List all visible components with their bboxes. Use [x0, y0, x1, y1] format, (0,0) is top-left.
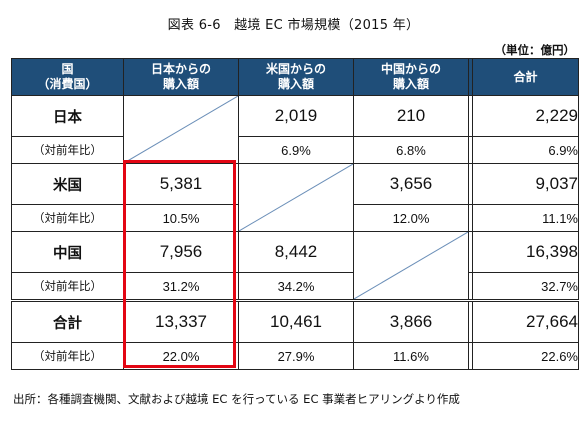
grand-total-pct: 22.6%	[472, 342, 579, 370]
usa-from-china-pct: 12.0%	[353, 204, 469, 232]
table-header-row: 国（消費国） 日本からの 購入額 米国からの 購入額 中国からの 購入額 合計	[11, 58, 579, 96]
china-from-us-value: 8,442	[238, 231, 354, 273]
china-from-japan-pct: 31.2%	[123, 272, 239, 301]
table-row-total-yoy: （対前年比） 22.0% 27.9% 11.6% 22.6%	[11, 342, 579, 370]
source-note: 出所：各種調査機関、文献および越境 EC を行っている EC 事業者ヒアリングよ…	[13, 392, 460, 406]
table-row-usa: 米国 5,381 3,656 9,037	[11, 163, 579, 232]
total-from-japan-value: 13,337	[123, 299, 239, 343]
total-from-us-value: 10,461	[238, 299, 354, 343]
total-from-us-pct: 27.9%	[238, 342, 354, 370]
table-row-china: 中国 7,956 8,442 16,398	[11, 231, 579, 301]
figure-title: 図表 6-6 越境 EC 市場規模（2015 年）	[167, 18, 420, 33]
china-from-us-pct: 34.2%	[238, 272, 354, 301]
header-from-china: 中国からの 購入額	[353, 58, 469, 96]
china-total-pct: 32.7%	[472, 272, 579, 301]
table-row-china-yoy: （対前年比） 31.2% 34.2% 32.7%	[11, 272, 579, 301]
china-total-value: 16,398	[472, 231, 579, 273]
grand-total-value: 27,664	[472, 299, 579, 343]
row-sublabel-yoy: （対前年比）	[11, 272, 124, 301]
header-from-japan: 日本からの 購入額	[123, 58, 239, 96]
japan-total-pct: 6.9%	[472, 136, 579, 164]
row-label-china: 中国	[11, 231, 124, 273]
japan-from-us-value: 2,019	[238, 95, 354, 137]
header-country: 国（消費国）	[11, 58, 124, 96]
unit-label: （単位：億円）	[494, 43, 576, 57]
table-row-japan-yoy: （対前年比） 6.9% 6.8% 6.9%	[11, 136, 579, 164]
row-label-total: 合計	[11, 299, 124, 343]
row-label-usa: 米国	[11, 163, 124, 205]
row-label-japan: 日本	[11, 95, 124, 137]
usa-from-japan-pct: 10.5%	[123, 204, 239, 232]
row-sublabel-yoy: （対前年比）	[11, 342, 124, 370]
total-from-china-value: 3,866	[353, 299, 469, 343]
table-row-total: 合計 13,337 10,461 3,866 27,664	[11, 299, 579, 343]
empty-diagonal-cell	[238, 163, 354, 232]
table-row-japan: 日本 2,019 210 2,229	[11, 95, 579, 164]
empty-diagonal-cell	[353, 231, 469, 301]
japan-total-value: 2,229	[472, 95, 579, 137]
ec-market-table: 国（消費国） 日本からの 購入額 米国からの 購入額 中国からの 購入額 合計 日本 …	[11, 58, 579, 370]
china-from-japan-value: 7,956	[123, 231, 239, 273]
empty-diagonal-cell	[123, 95, 239, 164]
header-total: 合計	[472, 58, 579, 96]
usa-from-china-value: 3,656	[353, 163, 469, 205]
usa-total-pct: 11.1%	[472, 204, 579, 232]
japan-from-us-pct: 6.9%	[238, 136, 354, 164]
header-from-us: 米国からの 購入額	[238, 58, 354, 96]
row-sublabel-yoy: （対前年比）	[11, 136, 124, 164]
row-sublabel-yoy: （対前年比）	[11, 204, 124, 232]
usa-total-value: 9,037	[472, 163, 579, 205]
japan-from-china-value: 210	[353, 95, 469, 137]
japan-from-china-pct: 6.8%	[353, 136, 469, 164]
total-from-japan-pct: 22.0%	[123, 342, 239, 370]
usa-from-japan-value: 5,381	[123, 163, 239, 205]
total-from-china-pct: 11.6%	[353, 342, 469, 370]
